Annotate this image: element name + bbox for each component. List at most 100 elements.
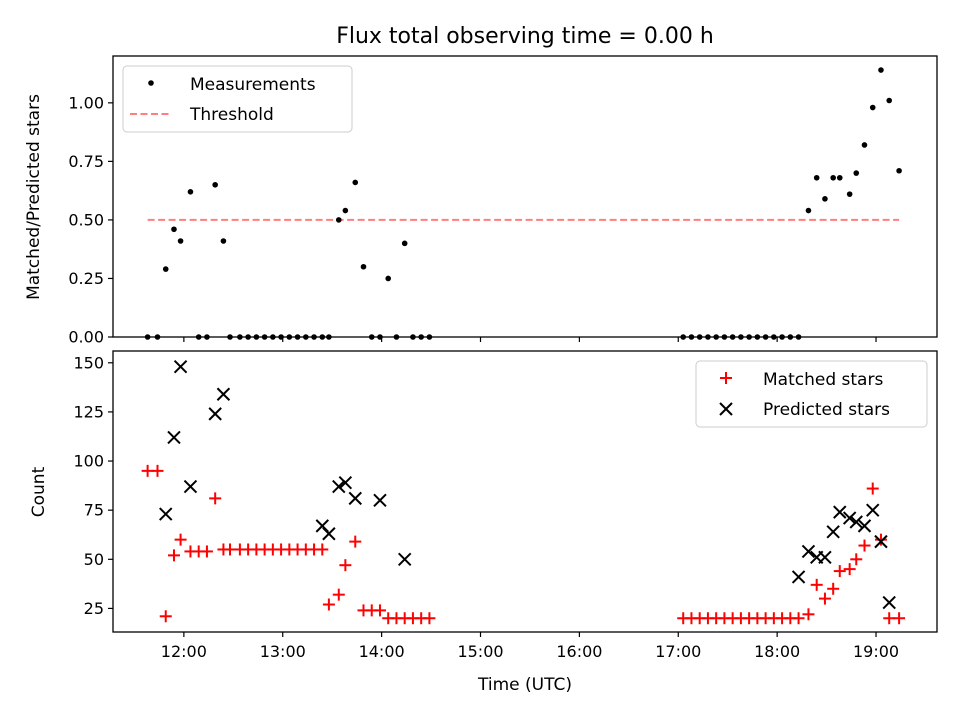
legend-predicted-marker: [719, 402, 733, 416]
bottom-x-tick-label: 14:00: [359, 642, 405, 661]
predicted-star-point: [826, 525, 840, 539]
matched-star-point: [843, 563, 856, 576]
bottom-plot-area: [141, 360, 906, 625]
predicted-star-d2: [791, 570, 806, 584]
predicted-star-d2: [842, 511, 857, 525]
predicted-star-d2: [338, 475, 353, 490]
predicted-star-point: [159, 507, 173, 521]
predicted-star-d2: [826, 525, 840, 539]
bottom-y-axis: 25 50 75 100 125 150: [73, 353, 113, 618]
measurement-point: [342, 207, 349, 214]
matched-star-point: [349, 535, 362, 548]
measurement-point: [878, 67, 884, 73]
predicted-star-point: [397, 552, 412, 567]
predicted-star-point: [348, 491, 362, 506]
predicted-star-d2: [397, 552, 412, 567]
legend-measurements-label: Measurements: [190, 75, 316, 95]
legend-matched-label: Matched stars: [763, 370, 883, 390]
matched-star-point: [316, 543, 329, 556]
matched-star-point: [874, 533, 887, 546]
measurement-point: [830, 174, 836, 181]
predicted-star-d2: [866, 503, 880, 517]
bottom-y-tick-label: 100: [73, 452, 104, 471]
measurement-point: [187, 189, 194, 195]
measurement-point: [896, 167, 902, 174]
matched-star-point: [893, 612, 906, 625]
matched-star-point: [802, 608, 815, 621]
measurement-point: [220, 238, 227, 244]
bottom-y-tick-label: 25: [84, 599, 104, 618]
matched-star-point: [818, 592, 831, 605]
legend-measurements-marker: [148, 80, 154, 86]
predicted-star-d2: [348, 491, 362, 506]
matched-star-point: [339, 559, 352, 572]
bottom-x-tick-label: 17:00: [655, 642, 701, 661]
predicted-star-point: [167, 430, 181, 445]
measurement-point: [886, 97, 893, 104]
bottom-panel-frame: [112, 350, 938, 633]
bottom-y-tick-label: 75: [84, 501, 104, 520]
measurement-point: [352, 179, 359, 186]
matched-star-point: [167, 549, 180, 562]
bottom-x-tick-label: 12:00: [161, 642, 207, 661]
predicted-star-d2: [801, 544, 816, 559]
matched-star-point: [322, 598, 335, 611]
measurement-point: [335, 217, 342, 223]
measurement-point: [822, 196, 828, 202]
top-legend: Measurements Threshold: [122, 65, 353, 133]
matched-star-point: [866, 482, 879, 495]
top-y-tick-label: 0.50: [68, 210, 104, 229]
predicted-star-d2: [183, 479, 198, 494]
bottom-y-tick-label: 125: [73, 402, 104, 421]
measurement-point: [836, 174, 843, 181]
top-y-tick-label: 0.75: [68, 152, 104, 171]
legend-predicted-label: Predicted stars: [763, 400, 890, 420]
measurement-point: [853, 170, 860, 176]
predicted-star-point: [874, 534, 888, 549]
bottom-x-tick-label: 19:00: [853, 642, 899, 661]
measurement-point: [360, 263, 367, 270]
bottom-legend: Matched stars Predicted stars: [695, 360, 928, 428]
predicted-star-d2: [332, 479, 346, 494]
matched-star-point: [159, 610, 172, 623]
predicted-star-point: [338, 475, 353, 490]
predicted-star-point: [866, 503, 880, 517]
bottom-y-tick-label: 150: [73, 353, 104, 372]
predicted-star-point: [818, 550, 832, 565]
top-y-tick-label: 0.25: [68, 269, 104, 288]
predicted-star-d2: [373, 493, 387, 508]
matched-star-point: [827, 582, 840, 595]
top-y-tick-label: 0.00: [68, 328, 104, 347]
bottom-y-axis-label: Count: [29, 466, 49, 517]
predicted-star-d2: [216, 387, 231, 401]
predicted-star-d2: [857, 519, 872, 533]
predicted-star-d2: [833, 505, 847, 519]
matched-star-point: [151, 464, 164, 477]
predicted-star-point: [791, 570, 806, 584]
top-panel: 0.00 0.25 0.50 0.75 1.00 Matched/Predicted s…: [24, 55, 938, 347]
bottom-panel: 25 50 75 100 125 150 12:00 13:00 14:00 15:00 16:0…: [29, 350, 938, 695]
matched-star-point: [423, 612, 436, 625]
top-panel-frame: [112, 55, 938, 338]
matched-star-point: [332, 588, 345, 601]
legend-threshold-label: Threshold: [189, 105, 274, 125]
matched-star-point: [373, 604, 386, 617]
predicted-star-point: [332, 479, 346, 494]
predicted-star-d2: [173, 360, 188, 374]
bottom-x-tick-label: 15:00: [457, 642, 503, 661]
measurement-point: [861, 142, 868, 148]
top-y-tick-label: 1.00: [68, 93, 104, 112]
legend-matched-marker: [720, 372, 732, 384]
measurement-point: [805, 207, 812, 214]
bottom-x-axis: 12:00 13:00 14:00 15:00 16:00 17:00 18:00 19:00: [161, 632, 899, 661]
matched-star-point: [200, 545, 213, 558]
x-axis-label: Time (UTC): [477, 675, 572, 695]
top-legend-box: [122, 65, 353, 133]
top-x-ticks: [183, 337, 877, 342]
predicted-star-point: [882, 595, 896, 610]
predicted-star-d2: [818, 550, 832, 565]
predicted-star-d2: [159, 507, 173, 521]
predicted-star-d2: [208, 407, 222, 421]
bottom-x-tick-label: 16:00: [556, 642, 602, 661]
